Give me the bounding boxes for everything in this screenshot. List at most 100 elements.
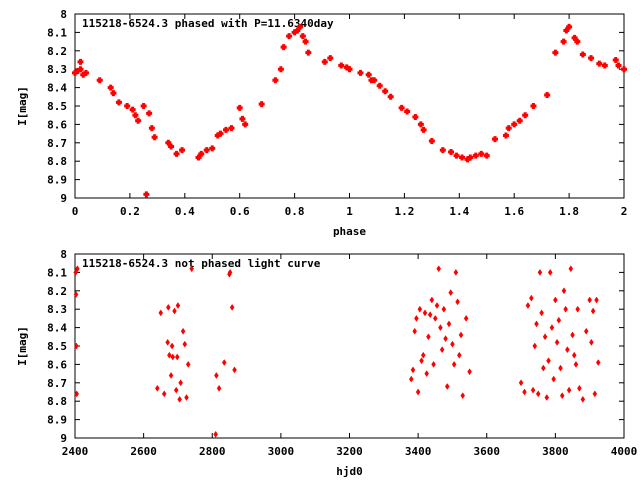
data-point <box>161 390 167 398</box>
x-tick-label: 1.4 <box>449 205 469 218</box>
data-point <box>444 383 450 390</box>
data-point <box>129 106 136 113</box>
data-point <box>453 268 459 276</box>
data-point <box>222 126 229 133</box>
x-tick-label: 2 <box>621 205 628 218</box>
data-point <box>77 58 84 65</box>
data-point <box>541 364 546 372</box>
data-point <box>594 296 599 304</box>
data-point <box>168 371 174 379</box>
chart-panel-1: 0 0.2 0.4 0.6 0.8 1 1.2 1.4 1.6 1.8 2 8 8.1 8.2 8.3 8.4… <box>16 8 627 238</box>
data-point <box>448 289 454 297</box>
data-point <box>75 265 80 273</box>
data-point <box>232 366 237 374</box>
data-point <box>431 360 436 368</box>
data-point <box>565 346 570 354</box>
data-point <box>115 99 122 106</box>
x-tick-label: 1 <box>346 205 353 218</box>
data-point <box>365 71 372 78</box>
y-tick-label: 8 <box>60 248 67 261</box>
data-point <box>74 342 79 350</box>
data-point <box>438 324 443 332</box>
data-point <box>272 77 279 84</box>
data-point <box>174 353 180 361</box>
data-point <box>563 27 570 34</box>
data-point <box>146 110 153 117</box>
data-point <box>74 390 80 398</box>
data-point <box>198 150 205 157</box>
data-point <box>213 430 218 438</box>
data-point <box>258 101 265 108</box>
data-point <box>443 335 448 343</box>
data-point <box>414 314 419 322</box>
data-point <box>615 62 622 69</box>
data-point <box>277 66 284 73</box>
data-point <box>491 136 498 143</box>
data-point <box>502 132 509 139</box>
data-point <box>214 371 219 379</box>
chart-title: 115218-6524.3 phased with P=11.6340day <box>82 17 334 30</box>
data-point <box>151 134 158 141</box>
data-point <box>302 38 309 45</box>
data-point <box>179 147 186 154</box>
y-axis-title: I[mag] <box>16 326 29 366</box>
data-point <box>124 103 131 109</box>
data-point <box>575 305 580 313</box>
data-point <box>467 368 472 376</box>
data-point <box>297 23 304 30</box>
data-point <box>216 384 222 392</box>
data-point <box>229 303 235 311</box>
data-point <box>554 338 560 346</box>
data-point <box>424 370 430 378</box>
x-tick-label: 0.8 <box>285 205 305 218</box>
data-point <box>601 62 608 69</box>
x-tick-label: 2400 <box>62 445 89 458</box>
data-point <box>587 296 592 304</box>
data-point <box>539 309 544 317</box>
data-point <box>170 353 176 361</box>
data-point <box>505 125 512 132</box>
data-point <box>321 58 328 65</box>
data-point <box>441 305 447 313</box>
y-tick-label: 8.3 <box>47 303 67 316</box>
x-tick-label: 0 <box>72 205 79 218</box>
data-point <box>542 333 548 341</box>
data-point <box>357 69 364 76</box>
data-point <box>589 338 594 346</box>
data-point <box>448 149 455 155</box>
data-point <box>516 117 523 124</box>
data-point <box>532 342 538 350</box>
y-tick-label: 8.6 <box>47 118 67 131</box>
data-point <box>77 66 84 73</box>
x-tick-label: 2600 <box>130 445 157 458</box>
data-point <box>239 115 246 122</box>
data-point <box>172 307 177 315</box>
y-tick-label: 8.2 <box>47 285 67 298</box>
y-tick-label: 8.4 <box>47 322 67 335</box>
data-point <box>195 154 202 161</box>
data-point <box>143 191 150 198</box>
data-point <box>436 265 442 273</box>
y-tick-label: 8.5 <box>47 100 67 113</box>
y-tick-label: 8.9 <box>47 174 67 187</box>
data-point <box>595 359 601 367</box>
data-point <box>483 152 490 159</box>
y-tick-label: 8.6 <box>47 358 67 371</box>
data-point <box>460 392 466 400</box>
x-tick-label: 1.8 <box>559 205 579 218</box>
plot-frame <box>74 13 625 199</box>
data-point <box>558 364 563 372</box>
data-point <box>203 147 210 154</box>
data-point <box>148 125 155 132</box>
data-point <box>169 342 175 350</box>
data-point <box>398 104 405 111</box>
data-point <box>184 394 189 401</box>
data-point <box>537 268 543 276</box>
x-tick-label: 0.2 <box>120 205 140 218</box>
data-point <box>422 309 428 317</box>
data-point <box>73 291 79 298</box>
data-point <box>167 351 172 359</box>
data-point <box>534 320 539 328</box>
data-point <box>450 340 455 348</box>
y-tick-label: 9 <box>60 192 67 205</box>
